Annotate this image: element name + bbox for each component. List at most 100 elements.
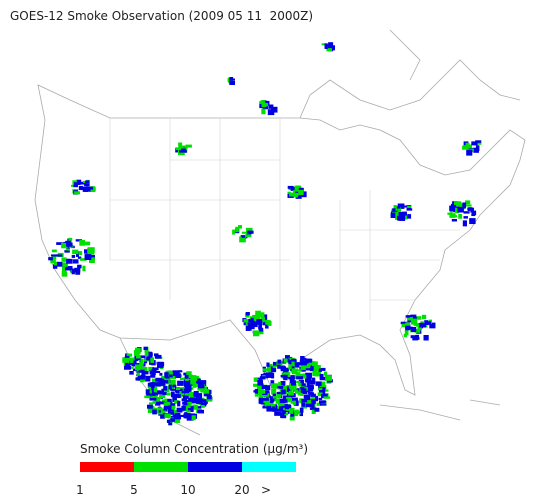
- smoke-pixel: [301, 398, 308, 403]
- smoke-pixel: [462, 145, 469, 150]
- smoke-pixel: [306, 381, 310, 386]
- smoke-pixel: [161, 376, 166, 382]
- smoke-pixel: [229, 80, 236, 85]
- smoke-pixel: [288, 364, 292, 370]
- smoke-pixel: [176, 407, 183, 413]
- smoke-pixel: [407, 205, 412, 208]
- smoke-pixel: [164, 413, 171, 419]
- smoke-pixel: [255, 310, 261, 316]
- smoke-pixel: [153, 371, 161, 374]
- smoke-pixel: [414, 316, 422, 320]
- smoke-pixel: [87, 247, 92, 254]
- smoke-pixel: [57, 261, 63, 267]
- smoke-pixel: [172, 396, 177, 403]
- smoke-pixel: [405, 322, 410, 327]
- smoke-pixel: [323, 371, 328, 376]
- smoke-pixel: [281, 389, 286, 395]
- smoke-pixel: [471, 141, 478, 146]
- smoke-pixel: [462, 220, 467, 227]
- smoke-pixel: [186, 416, 194, 421]
- smoke-pixel: [450, 203, 456, 207]
- smoke-pixel: [174, 419, 181, 423]
- smoke-pixel: [419, 322, 427, 328]
- smoke-pixel: [184, 399, 190, 405]
- smoke-pixel: [137, 363, 141, 366]
- smoke-pixel: [171, 405, 176, 410]
- smoke-pixel: [193, 379, 197, 385]
- smoke-pixel: [78, 185, 84, 191]
- smoke-pixel: [305, 394, 311, 401]
- smoke-pixel: [300, 387, 305, 390]
- smoke-pixel: [174, 400, 179, 404]
- smoke-pixel: [146, 356, 152, 361]
- smoke-pixel: [195, 399, 199, 403]
- smoke-pixel: [54, 261, 59, 266]
- smoke-pixel: [189, 392, 197, 398]
- smoke-pixel: [412, 337, 418, 341]
- smoke-pixel: [168, 401, 173, 405]
- smoke-pixel: [265, 322, 269, 329]
- smoke-pixel: [168, 419, 173, 426]
- smoke-pixel: [155, 384, 161, 387]
- smoke-pixel: [290, 361, 295, 367]
- smoke-pixel: [179, 148, 186, 153]
- smoke-pixel: [311, 399, 316, 404]
- smoke-pixel: [257, 377, 262, 382]
- smoke-pixel: [315, 395, 319, 402]
- smoke-pixel: [84, 254, 92, 261]
- smoke-pixel: [84, 241, 91, 246]
- smoke-pixel: [294, 362, 302, 366]
- smoke-pixel: [203, 399, 208, 404]
- smoke-pixel: [247, 231, 253, 234]
- smoke-pixel: [264, 103, 269, 107]
- smoke-pixel: [469, 151, 473, 154]
- smoke-pixel: [282, 396, 288, 400]
- smoke-pixel: [146, 393, 153, 398]
- smoke-pixel: [300, 363, 305, 370]
- smoke-pixel: [267, 366, 271, 372]
- smoke-pixel: [256, 386, 262, 391]
- smoke-pixel: [178, 370, 183, 373]
- smoke-pixel: [172, 380, 176, 383]
- smoke-pixel: [311, 396, 317, 401]
- smoke-pixel: [156, 397, 162, 400]
- smoke-pixel: [163, 402, 170, 406]
- smoke-pixel: [124, 355, 130, 358]
- smoke-pixel: [186, 371, 192, 377]
- smoke-pixel: [168, 411, 175, 415]
- smoke-pixel: [288, 391, 294, 396]
- smoke-pixel: [163, 380, 169, 384]
- smoke-pixel: [151, 388, 156, 394]
- smoke-pixel: [82, 186, 89, 192]
- smoke-pixel: [186, 413, 191, 416]
- smoke-pixel: [319, 386, 326, 392]
- smoke-pixel: [390, 212, 396, 219]
- smoke-pixel: [174, 415, 179, 419]
- smoke-pixel: [290, 412, 295, 417]
- smoke-pixel: [185, 144, 192, 148]
- smoke-pixel: [286, 386, 293, 393]
- smoke-pixel: [163, 385, 168, 391]
- smoke-pixel: [177, 380, 184, 386]
- smoke-pixel: [136, 355, 141, 359]
- smoke-pixel: [190, 406, 194, 413]
- smoke-pixel: [55, 254, 63, 257]
- smoke-pixel: [280, 374, 286, 378]
- smoke-pixel: [308, 380, 316, 385]
- smoke-pixel: [326, 48, 332, 52]
- smoke-pixel: [266, 372, 273, 378]
- smoke-pixel: [245, 312, 250, 316]
- smoke-pixel: [421, 314, 427, 320]
- smoke-pixel: [284, 404, 291, 408]
- smoke-pixel: [73, 183, 78, 188]
- smoke-pixel: [296, 376, 304, 380]
- smoke-pixel: [289, 415, 295, 421]
- smoke-pixel: [253, 315, 261, 321]
- smoke-pixel: [254, 388, 258, 394]
- smoke-pixel: [196, 381, 202, 384]
- smoke-pixel: [299, 407, 304, 413]
- smoke-pixel: [295, 372, 301, 377]
- smoke-pixel: [148, 402, 153, 405]
- smoke-pixel: [288, 390, 293, 394]
- smoke-pixel: [74, 182, 81, 185]
